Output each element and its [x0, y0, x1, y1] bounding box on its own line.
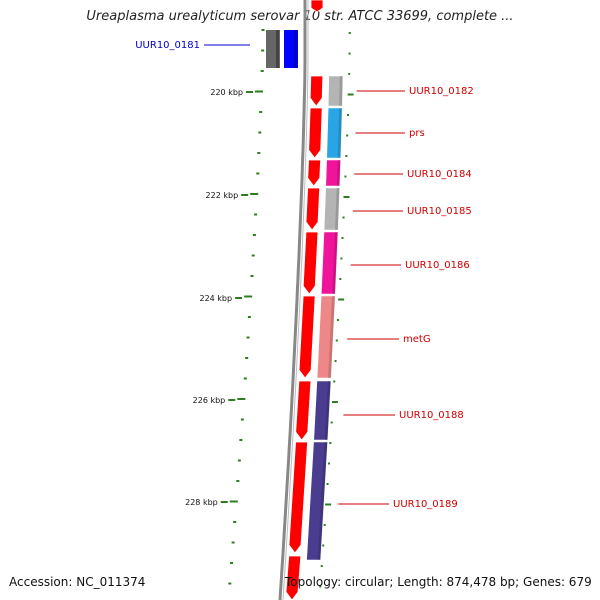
cds-arrow	[295, 380, 312, 441]
cog-block	[320, 231, 339, 295]
cds-arrow	[307, 159, 322, 187]
gene-label: UUR10_0184	[407, 169, 472, 180]
cog-block-shade	[337, 108, 343, 158]
backbone	[278, 0, 309, 600]
scale-label: 220 kbp	[210, 88, 243, 97]
cog-block	[323, 187, 340, 231]
gene-label: UUR10_0189	[393, 499, 458, 510]
scale-label: 226 kbp	[193, 396, 226, 405]
gene-label: prs	[409, 128, 425, 139]
cds-arrow	[310, 0, 324, 13]
cog-block	[316, 295, 336, 379]
backbone-line	[278, 0, 307, 600]
gene-label: metG	[403, 334, 431, 345]
gene-label: UUR10_0181	[135, 40, 200, 51]
cds-arrow	[298, 295, 316, 379]
cog-block-shade	[328, 296, 336, 378]
cds-arrow	[309, 75, 324, 107]
accession-text: Accession: NC_011374	[9, 575, 146, 589]
scale-label: 228 kbp	[185, 498, 218, 507]
scale-labels: 220 kbp 222 kbp 224 kbp 226 kbp 228 kbp	[185, 88, 253, 507]
cog-color-track	[306, 75, 344, 561]
forward-cds-track	[285, 0, 324, 600]
upper-gene-blocks	[266, 30, 298, 68]
cog-block-shade	[339, 76, 343, 106]
gene-block-blue-shade	[294, 30, 297, 68]
cog-block-shade	[317, 442, 328, 560]
gene-label: UUR10_0185	[407, 206, 472, 217]
cds-arrow	[288, 441, 309, 554]
backbone-shadow	[282, 0, 309, 600]
cds-arrow	[302, 231, 319, 295]
scale-ticks-outer	[228, 29, 265, 585]
gene-label: UUR10_0188	[399, 410, 464, 421]
cog-block	[306, 441, 328, 561]
scale-label: 224 kbp	[199, 294, 232, 303]
gene-label: UUR10_0182	[409, 86, 474, 97]
cog-block	[327, 75, 344, 107]
cog-block	[326, 107, 343, 159]
gene-block-grey-shade	[276, 30, 279, 68]
cds-arrow	[285, 555, 302, 600]
cds-arrow	[308, 107, 323, 159]
gene-label: UUR10_0186	[405, 260, 470, 271]
cog-block	[325, 159, 341, 187]
scale-label: 222 kbp	[206, 191, 239, 200]
cog-block	[313, 380, 332, 441]
cog-block-shade	[324, 381, 331, 440]
scale-ticks-inner	[319, 32, 354, 588]
cog-block-shade	[332, 232, 338, 294]
cog-block-shade	[335, 188, 340, 230]
cog-block-shade	[336, 160, 341, 186]
gene-block-blue	[284, 30, 298, 68]
topology-summary: Topology: circular; Length: 874,478 bp; …	[285, 575, 592, 589]
cds-arrow	[305, 187, 321, 231]
map-title: Ureaplasma urealyticum serovar 10 str. A…	[86, 9, 514, 24]
